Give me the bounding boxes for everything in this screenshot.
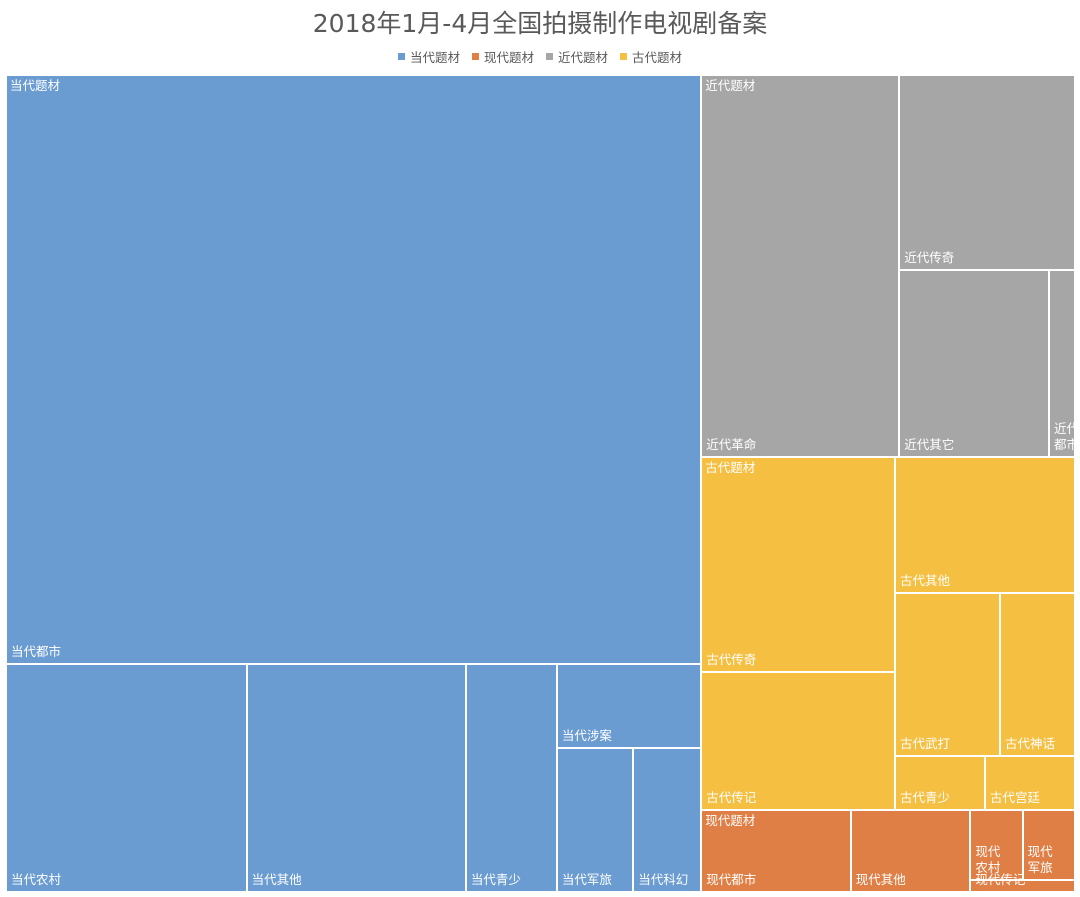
treemap-cell: 当代农村 (6, 663, 247, 892)
legend-swatch (471, 52, 479, 60)
legend-label: 古代题材 (632, 49, 683, 65)
cell-label: 近代传奇 (904, 249, 955, 265)
legend-item: 现代题材 (471, 47, 534, 66)
treemap-cell: 现代都市 (701, 810, 851, 892)
cell-label: 古代宫廷 (990, 790, 1041, 806)
treemap-cell: 近代传奇 (899, 75, 1075, 270)
treemap-cell: 现代其他 (850, 810, 971, 892)
cell-label: 当代军旅 (561, 871, 612, 887)
cell-label: 现代都市 (706, 871, 757, 887)
treemap-cell: 当代军旅 (556, 748, 634, 892)
legend-swatch (620, 52, 628, 60)
treemap-cell: 古代传记 (701, 671, 896, 811)
cell-label: 现代农村 (975, 844, 1001, 876)
group-label: 当代题材 (10, 78, 61, 93)
treemap-cell: 近代革命 (701, 75, 900, 458)
cell-label: 当代涉案 (561, 728, 612, 744)
treemap-cell: 当代涉案 (556, 663, 702, 749)
cell-label: 现代其他 (855, 871, 906, 887)
treemap-cell: 现代军旅 (1022, 810, 1075, 881)
treemap-cell: 现代传记 (970, 872, 1075, 892)
chart-title: 2018年1月-4月全国拍摄制作电视剧备案 (312, 9, 768, 38)
cell-label: 近代其它 (904, 437, 955, 453)
cell-label: 古代传奇 (706, 651, 757, 667)
legend-swatch (546, 52, 553, 60)
treemap-cell: 古代传奇 (701, 457, 896, 672)
treemap-cell: 当代都市 (6, 75, 702, 664)
treemap: 当代都市当代农村 当代其他 当代青少 当代涉案当代军旅 当代科幻 当代题材近代革命 近代传奇… (6, 75, 1079, 892)
cell-label: 当代其他 (251, 871, 302, 887)
cell-label: 古代其他 (900, 573, 951, 589)
cell-label: 古代武打 (900, 735, 951, 751)
treemap-cell: 古代青少 (895, 756, 985, 811)
treemap-cell: 近代其它 (899, 269, 1049, 458)
treemap-cell: 现代农村 (970, 810, 1023, 881)
legend: 当代题材 现代题材 近代题材 古代题材 (0, 47, 1080, 65)
group-label: 近代题材 (705, 78, 756, 93)
cell-label: 当代都市 (11, 643, 62, 659)
treemap-cell: 近代都市 (1048, 269, 1079, 458)
legend-label: 近代题材 (558, 49, 609, 65)
group-label: 古代题材 (705, 460, 756, 476)
legend-label: 现代题材 (483, 49, 534, 65)
cell-label: 当代农村 (11, 871, 62, 887)
treemap-cell: 当代青少 (465, 663, 557, 892)
cell-label: 当代科幻 (638, 871, 689, 887)
legend-swatch (397, 52, 405, 60)
cell-label: 近代都市 (1053, 421, 1079, 453)
cell-label: 古代神话 (1005, 735, 1056, 751)
cell-label: 当代青少 (470, 871, 521, 887)
treemap-cell: 当代科幻 (633, 748, 702, 892)
cell-label: 现代军旅 (1027, 844, 1053, 876)
cell-label: 近代革命 (706, 437, 757, 453)
legend-item: 古代题材 (620, 47, 682, 66)
cell-label: 古代青少 (900, 790, 951, 806)
legend-label: 当代题材 (409, 49, 460, 65)
group-label: 现代题材 (705, 813, 756, 829)
treemap-cell: 古代武打 (895, 593, 1000, 756)
cell-label: 现代传记 (975, 871, 1026, 887)
treemap-cell: 古代宫廷 (985, 756, 1075, 811)
treemap-cell: 古代其他 (895, 457, 1075, 594)
legend-item: 当代题材 (397, 47, 460, 66)
legend-item: 近代题材 (546, 47, 608, 66)
treemap-cell: 古代神话 (1000, 593, 1075, 756)
treemap-cell: 当代其他 (246, 663, 466, 892)
cell-label: 古代传记 (706, 790, 757, 806)
